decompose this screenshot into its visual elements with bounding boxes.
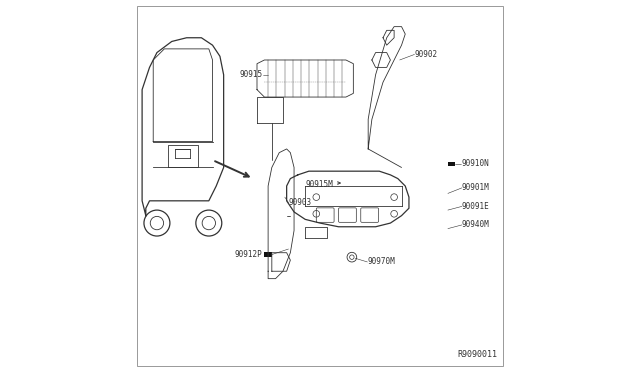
Text: 90903: 90903 — [289, 198, 312, 207]
Text: 90970M: 90970M — [367, 257, 395, 266]
Bar — [264, 252, 272, 257]
Text: 90912P: 90912P — [235, 250, 262, 259]
Text: 90915: 90915 — [239, 70, 262, 79]
Bar — [448, 161, 455, 166]
Text: 90910N: 90910N — [462, 159, 490, 168]
Text: R9090011: R9090011 — [457, 350, 497, 359]
Text: 90940M: 90940M — [462, 221, 490, 230]
Text: 90915M: 90915M — [305, 180, 333, 189]
Text: 90902: 90902 — [415, 50, 438, 59]
Text: 90091E: 90091E — [462, 202, 490, 211]
Text: 90901M: 90901M — [462, 183, 490, 192]
